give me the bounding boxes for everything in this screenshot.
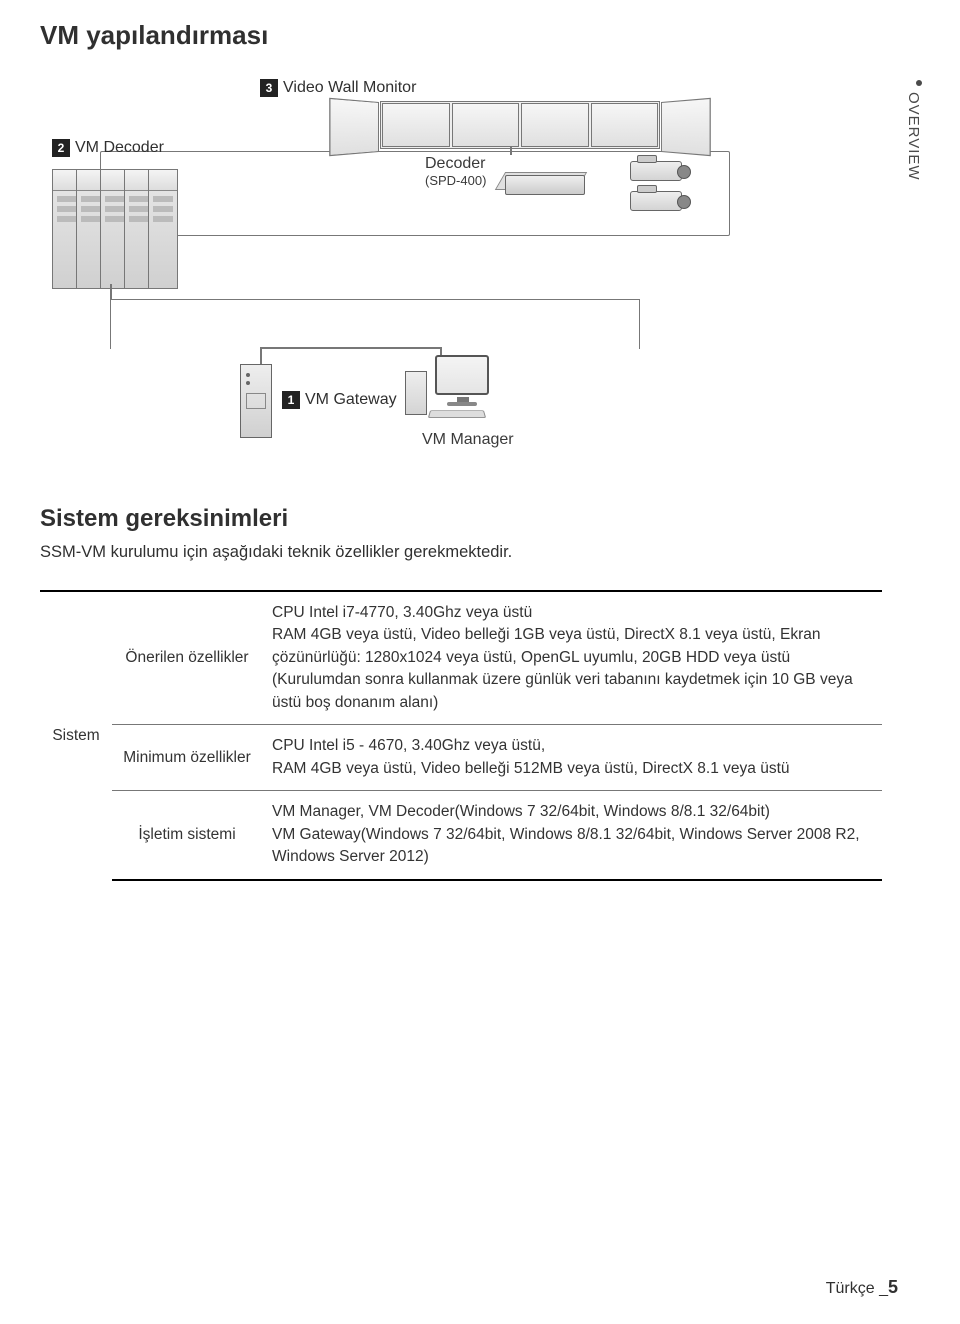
label-vm-decoder: 2 VM Decoder (52, 139, 164, 157)
spec-label-cell: Minimum özellikler (112, 725, 262, 791)
badge-3-icon: 3 (260, 79, 278, 97)
architecture-diagram: 3 Video Wall Monitor 2 VM Decoder Decode… (50, 69, 880, 489)
spec-table: Sistem Önerilen özellikler CPU Intel i7-… (40, 590, 882, 881)
label-1-text: VM Gateway (305, 391, 397, 409)
page-title: VM yapılandırması (40, 20, 900, 51)
badge-2-icon: 2 (52, 139, 70, 157)
spec-value-cell: VM Manager, VM Decoder(Windows 7 32/64bi… (262, 791, 882, 880)
server-rack-icon (58, 169, 178, 289)
decoder-sub-text: (SPD-400) (425, 173, 486, 189)
connector-line (260, 347, 262, 365)
section-heading: Sistem gereksinimleri (40, 505, 900, 533)
connector-line (110, 284, 112, 300)
workstation-icon (405, 355, 505, 425)
overview-tab: OVERVIEW (905, 80, 922, 181)
section-description: SSM-VM kurulumu için aşağıdaki teknik öz… (40, 543, 900, 562)
spec-label-cell: İşletim sistemi (112, 791, 262, 880)
spec-value-cell: CPU Intel i7-4770, 3.40Ghz veya üstü RAM… (262, 591, 882, 725)
spec-label-cell: Önerilen özellikler (112, 591, 262, 725)
camera-icon (630, 191, 682, 211)
footer-lang: Türkçe _ (826, 1280, 888, 1297)
label-2-text: VM Decoder (75, 139, 164, 157)
label-decoder: Decoder (SPD-400) (425, 154, 486, 189)
decoder-text: Decoder (425, 154, 486, 173)
camera-icon (630, 161, 682, 181)
page-footer: Türkçe _5 (826, 1277, 898, 1298)
decoder-box-icon (505, 175, 585, 195)
gateway-tower-icon (240, 364, 272, 438)
connector-line (110, 299, 640, 349)
spec-group-cell: Sistem (40, 591, 112, 880)
connector-line (260, 347, 440, 349)
label-vm-manager: VM Manager (422, 431, 514, 449)
spec-value-cell: CPU Intel i5 - 4670, 3.40Ghz veya üstü, … (262, 725, 882, 791)
footer-page-number: 5 (888, 1277, 898, 1297)
label-3-text: Video Wall Monitor (283, 79, 416, 97)
badge-1-icon: 1 (282, 391, 300, 409)
video-wall-icon (380, 101, 660, 149)
label-vm-gateway: 1 VM Gateway (282, 391, 397, 409)
connector-line (510, 147, 512, 155)
label-video-wall: 3 Video Wall Monitor (260, 79, 416, 97)
